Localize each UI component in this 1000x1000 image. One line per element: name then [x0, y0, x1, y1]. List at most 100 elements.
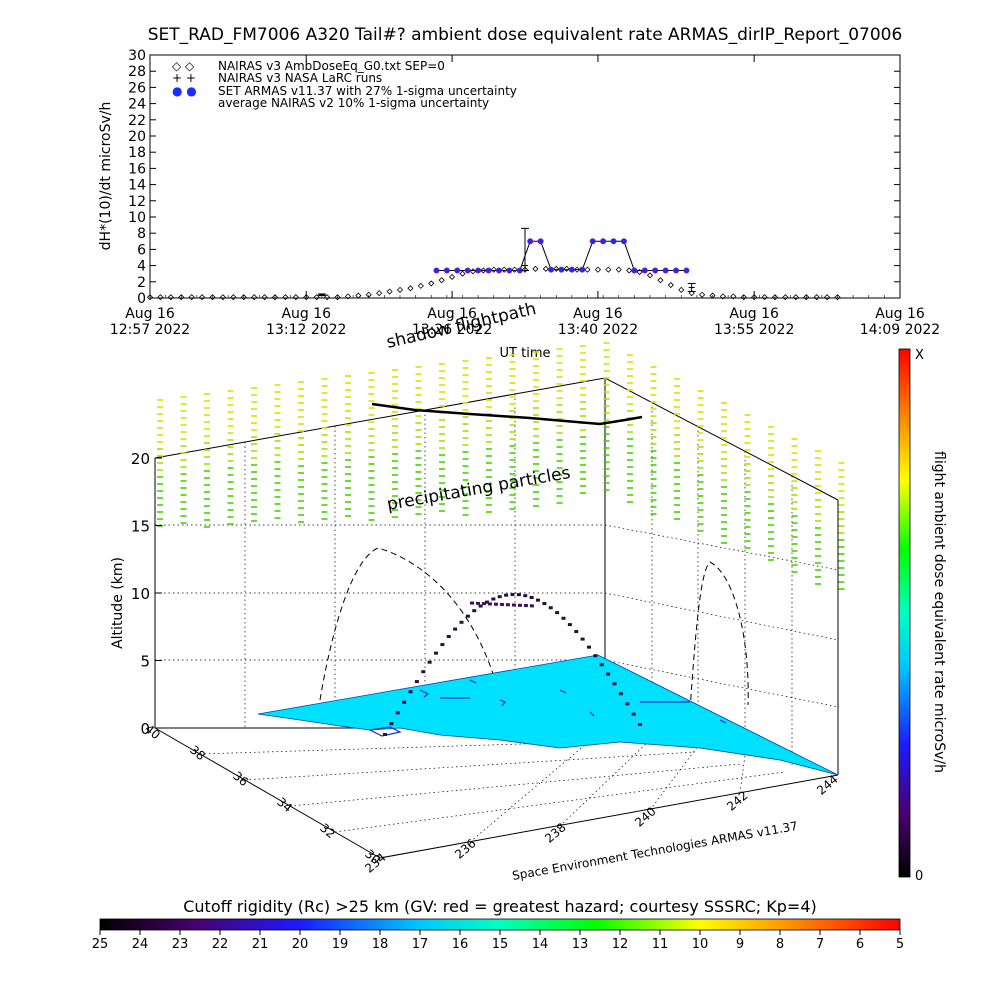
flight-point	[587, 645, 591, 649]
cutoff-rigidity-ticks: 25 24 23 22 21 20 19 18 17 16 15 14 13 12 11 10 9 8 7 6 5	[92, 930, 904, 952]
flight-point	[638, 723, 642, 726]
legend-text: NAIRAS v3 AmbDoseEq_G0.txt SEP=0	[218, 59, 445, 73]
flight-point	[472, 609, 477, 613]
armas-point	[433, 267, 440, 274]
flight-point	[625, 702, 630, 706]
dose-colorbar-gradient	[898, 348, 911, 878]
armas-point	[589, 238, 596, 245]
nairas-point	[469, 268, 476, 275]
flight-point	[574, 630, 579, 634]
nairas-point	[365, 291, 372, 298]
lat-tick-label: 38	[187, 743, 208, 764]
nairas-point	[532, 265, 539, 272]
series-nairas-v3	[146, 265, 841, 301]
y-tick-label: 4	[137, 259, 146, 275]
y-axis-label: dH*(10)/dt microSv/h	[98, 102, 114, 251]
series-armas	[433, 238, 690, 274]
y-tick-label: 0	[137, 291, 146, 307]
x-tick-label: 13:26 2022	[412, 322, 492, 338]
flight-point	[491, 597, 496, 601]
nairas-point	[782, 294, 789, 301]
armas-point	[631, 267, 638, 274]
lon-tick-label: 244	[814, 772, 841, 797]
y-tick-label: 14	[128, 178, 146, 194]
nairas-point	[678, 286, 685, 293]
flight-point	[606, 672, 611, 676]
armas-point	[527, 238, 534, 245]
flight-point	[427, 660, 432, 664]
flight-point	[618, 692, 623, 696]
flight-point	[434, 651, 438, 655]
armas-point	[652, 267, 659, 274]
nairas-point	[292, 294, 299, 301]
x-tick-label: Aug 16	[125, 306, 175, 322]
armas-point	[464, 267, 471, 274]
nairas-point	[574, 266, 581, 273]
colorbar-bottom-label: 0	[915, 869, 923, 884]
flight-path	[383, 593, 642, 736]
lat-tick-label: 36	[230, 769, 251, 790]
nairas-point	[615, 266, 622, 273]
rc-tick-label: 10	[692, 937, 709, 952]
nairas-point	[146, 294, 154, 301]
nairas-point	[178, 294, 185, 301]
box-floor-front	[379, 774, 839, 859]
flight-point	[440, 643, 445, 647]
nairas-point	[438, 277, 445, 284]
nairas-point	[751, 294, 758, 301]
nairas-point	[480, 267, 487, 274]
nairas-point	[667, 281, 674, 289]
flight-point	[555, 611, 560, 615]
rc-tick-label: 6	[856, 937, 864, 952]
rc-tick-label: 24	[132, 937, 149, 952]
x-tick-label: 14:09 2022	[860, 322, 940, 338]
x-tick-label: Aug 16	[729, 306, 779, 322]
rc-tick-label: 9	[736, 937, 744, 952]
armas-point	[620, 238, 627, 245]
y-tick-label: 24	[128, 97, 146, 113]
flight-point	[536, 598, 540, 602]
z-tick-label: 0	[140, 720, 150, 738]
x-tick-label: 12:57 2022	[110, 322, 190, 338]
nairas-point	[449, 273, 456, 281]
nairas-point	[459, 270, 466, 277]
rc-tick-label: 13	[572, 937, 589, 952]
nairas-point	[771, 294, 779, 301]
z-tick-label: 15	[131, 518, 150, 536]
rc-tick-label: 11	[652, 937, 669, 952]
flight-point	[402, 700, 407, 704]
armas-point	[610, 238, 617, 245]
nairas-point	[792, 294, 799, 301]
nairas-point	[824, 294, 831, 301]
flight-point	[542, 602, 547, 606]
flight-point	[478, 604, 483, 608]
flight-point	[497, 595, 502, 599]
legend-entry-nairas-v2: average NAIRAS v2 10% 1-sigma uncertaint…	[218, 96, 489, 110]
nairas-point	[542, 265, 549, 272]
y-tick-label: 20	[128, 129, 146, 145]
nairas-point	[199, 294, 206, 301]
nairas-point	[240, 294, 247, 301]
nairas-point	[740, 294, 747, 301]
rc-tick-label: 17	[412, 937, 429, 952]
rc-tick-label: 21	[252, 937, 269, 952]
armas-point	[443, 267, 450, 274]
dose-colorbar: X 0 flight ambient dose equivalent rate …	[898, 348, 947, 884]
y-tick-label: 22	[128, 113, 146, 129]
flight-point	[599, 663, 604, 667]
grid-lines	[155, 394, 839, 843]
colorbar-top-label: X	[915, 348, 924, 363]
y-tick-label: 16	[128, 161, 146, 177]
nairas-point	[282, 294, 289, 301]
surface-details	[368, 679, 727, 737]
nairas-point	[636, 269, 643, 276]
legend-entry-nairas-v3: ◇ ◇ NAIRAS v3 AmbDoseEq_G0.txt SEP=0	[172, 59, 445, 73]
x-tick-label: 13:55 2022	[714, 322, 794, 338]
nairas-point	[511, 266, 518, 273]
z-axis-ticks: 0 5 10 15 20	[131, 450, 162, 738]
armas-point	[673, 267, 680, 274]
shadow-curves	[319, 547, 749, 711]
nairas-point	[657, 277, 664, 284]
